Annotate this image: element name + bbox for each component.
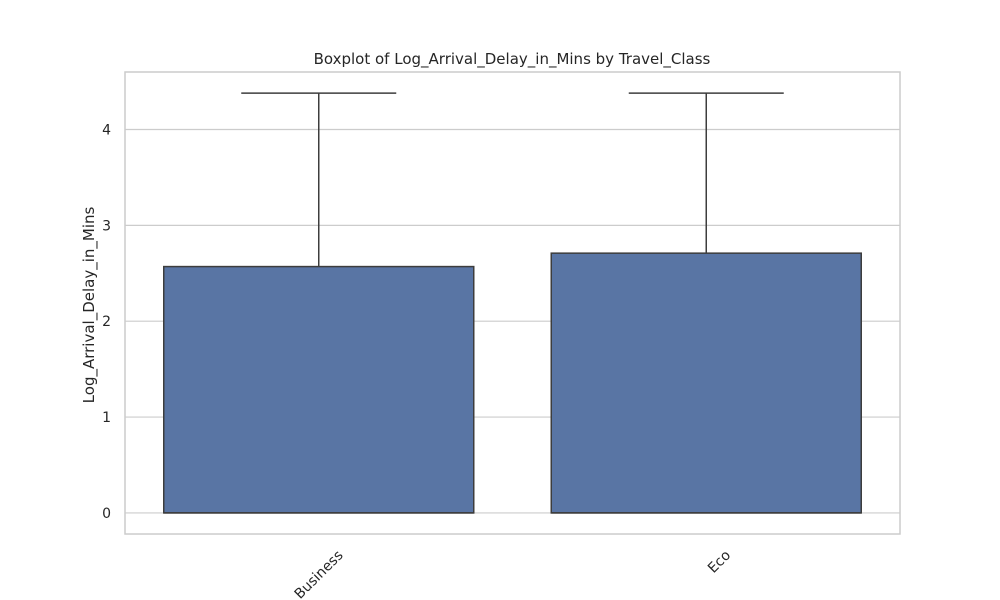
x-tick-label-business: Business [292, 548, 347, 600]
box-iqr [550, 252, 862, 514]
y-tick-labels: 0 1 2 3 4 [102, 123, 111, 522]
y-tick-label-3: 3 [102, 218, 111, 234]
x-tick-labels: Business Eco [292, 548, 734, 600]
box-business [163, 92, 475, 514]
box-iqr [163, 265, 475, 514]
y-axis-label: Log_Arrival_Delay_in_Mins [80, 206, 99, 403]
x-tick-label-eco: Eco [705, 548, 734, 577]
y-tick-label-2: 2 [102, 314, 111, 330]
plot-frame [124, 71, 901, 535]
box-eco [550, 92, 862, 514]
y-tick-label-0: 0 [102, 506, 111, 522]
y-tick-label-4: 4 [102, 123, 111, 139]
y-tick-label-1: 1 [102, 410, 111, 426]
chart-title: Boxplot of Log_Arrival_Delay_in_Mins by … [314, 50, 711, 69]
boxes [163, 92, 862, 514]
